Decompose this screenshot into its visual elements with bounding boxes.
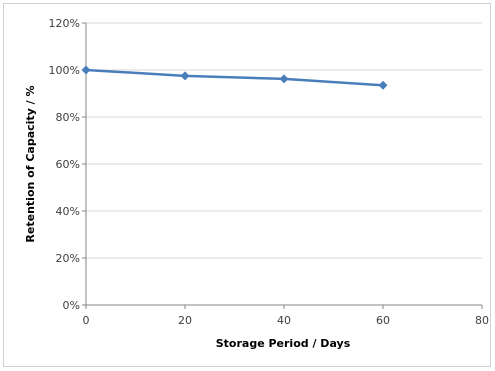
- x-tick-label: 20: [178, 314, 192, 327]
- y-tick-label: 40%: [56, 205, 80, 218]
- y-tick-label: 0%: [63, 299, 80, 312]
- y-tick-label: 100%: [49, 64, 80, 77]
- y-axis-title: Retention of Capacity / %: [24, 85, 37, 242]
- x-tick-label: 40: [277, 314, 291, 327]
- series-layer: [81, 65, 388, 90]
- y-tick-labels: 0% 20% 40% 60% 80% 100% 120%: [49, 17, 80, 312]
- y-tick-label: 80%: [56, 111, 80, 124]
- y-tick-label: 60%: [56, 158, 80, 171]
- data-point-marker: [279, 74, 289, 84]
- x-tick-label: 60: [376, 314, 390, 327]
- x-tick-label: 80: [475, 314, 489, 327]
- series-line: [85, 68, 384, 87]
- y-tick-label: 120%: [49, 17, 80, 30]
- x-tick-label: 0: [83, 314, 90, 327]
- data-point-marker: [180, 71, 190, 81]
- data-point-marker: [81, 65, 91, 75]
- y-tick-label: 20%: [56, 252, 80, 265]
- chart-frame: [3, 3, 491, 367]
- gridlines: [86, 22, 482, 259]
- x-axis-title: Storage Period / Days: [216, 337, 351, 350]
- axes: [82, 22, 483, 309]
- data-point-marker: [378, 80, 388, 90]
- x-tick-labels: 0 20 40 60 80: [83, 314, 490, 327]
